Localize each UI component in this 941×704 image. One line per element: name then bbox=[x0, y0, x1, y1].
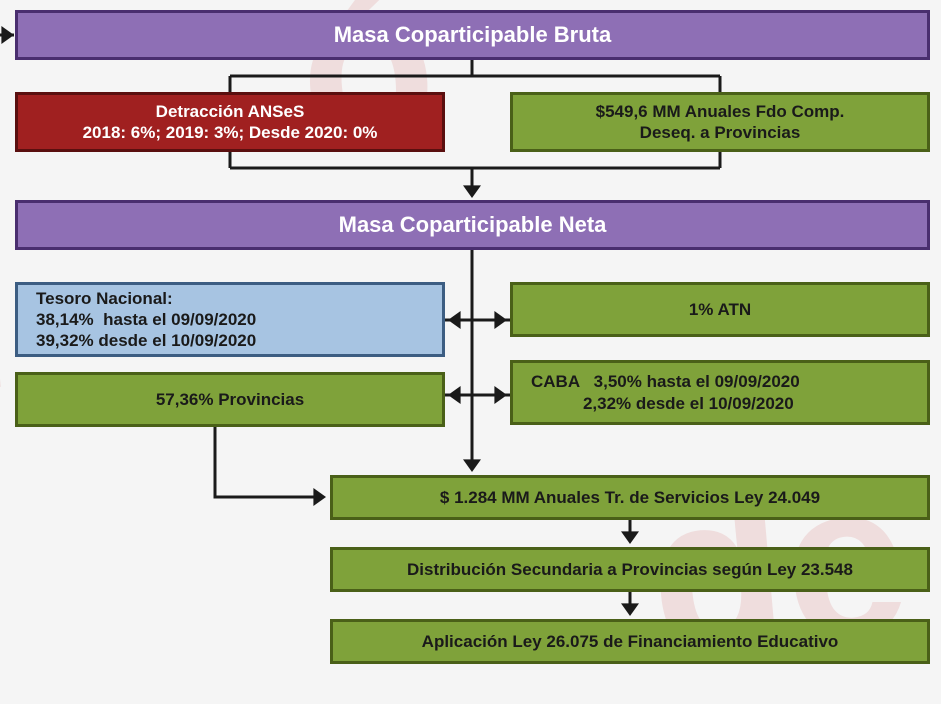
node-ley26075: Aplicación Ley 26.075 de Financiamiento … bbox=[330, 619, 930, 664]
node-tesoro-line: Tesoro Nacional: bbox=[36, 288, 173, 309]
node-tesoro-line: 39,32% desde el 10/09/2020 bbox=[36, 330, 256, 351]
node-anses: Detracción ANSeS2018: 6%; 2019: 3%; Desd… bbox=[15, 92, 445, 152]
node-tesoro: Tesoro Nacional:38,14% hasta el 09/09/20… bbox=[15, 282, 445, 357]
node-caba: CABA 3,50% hasta el 09/09/2020 2,32% des… bbox=[510, 360, 930, 425]
node-prov-line: 57,36% Provincias bbox=[156, 389, 304, 410]
node-atn-line: 1% ATN bbox=[689, 299, 751, 320]
node-ley26075-line: Aplicación Ley 26.075 de Financiamiento … bbox=[422, 631, 839, 652]
node-fdo: $549,6 MM Anuales Fdo Comp.Deseq. a Prov… bbox=[510, 92, 930, 152]
flowchart-canvas: Masa Coparticipable Bruta Detracción ANSe… bbox=[0, 0, 941, 675]
node-ley23548: Distribución Secundaria a Provincias seg… bbox=[330, 547, 930, 592]
node-ley24049: $ 1.284 MM Anuales Tr. de Servicios Ley … bbox=[330, 475, 930, 520]
node-caba-line: CABA 3,50% hasta el 09/09/2020 bbox=[531, 371, 800, 392]
node-atn: 1% ATN bbox=[510, 282, 930, 337]
node-prov: 57,36% Provincias bbox=[15, 372, 445, 427]
node-neta-line: Masa Coparticipable Neta bbox=[339, 211, 607, 239]
node-anses-line: 2018: 6%; 2019: 3%; Desde 2020: 0% bbox=[83, 122, 378, 143]
node-fdo-line: $549,6 MM Anuales Fdo Comp. bbox=[596, 101, 845, 122]
node-neta: Masa Coparticipable Neta bbox=[15, 200, 930, 250]
node-caba-line: 2,32% desde el 10/09/2020 bbox=[531, 393, 794, 414]
node-ley23548-line: Distribución Secundaria a Provincias seg… bbox=[407, 559, 853, 580]
node-anses-line: Detracción ANSeS bbox=[156, 101, 305, 122]
node-bruta-line: Masa Coparticipable Bruta bbox=[334, 21, 612, 49]
node-fdo-line: Deseq. a Provincias bbox=[640, 122, 801, 143]
node-bruta: Masa Coparticipable Bruta bbox=[15, 10, 930, 60]
node-ley24049-line: $ 1.284 MM Anuales Tr. de Servicios Ley … bbox=[440, 487, 820, 508]
node-tesoro-line: 38,14% hasta el 09/09/2020 bbox=[36, 309, 256, 330]
